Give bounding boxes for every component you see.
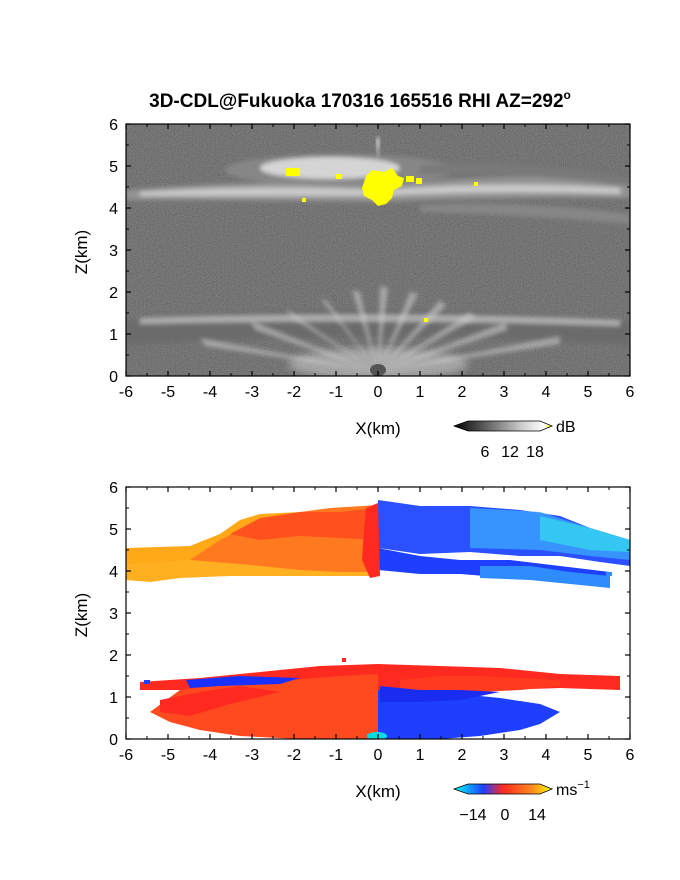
x-tick-label: -2 [287,747,301,764]
x-tick-label: 3 [500,747,509,764]
y-tick-label: 4 [109,564,118,581]
x-tick-label: 1 [416,384,425,401]
x-tick-label: 2 [458,747,467,764]
x-tick-label: 2 [458,384,467,401]
velocity-colorbar-tick-max: 14 [528,807,546,824]
intensity-colorbar-tick-12: 12 [501,444,519,461]
velocity-axis-ticks: -6 -5 -4 -3 -2 -1 0 1 2 3 4 5 6 0 1 2 3 4 5 6 [109,480,634,764]
intensity-colorbar: dB 6 12 18 [452,419,576,461]
saturated-core [286,168,478,322]
velocity-colorbar-unit: ms−1 [556,779,590,799]
y-tick-label: 3 [109,606,118,623]
y-tick-label: 2 [109,648,118,665]
x-tick-label: -4 [203,747,217,764]
y-tick-label: 4 [109,201,118,218]
y-tick-label: 1 [109,327,118,344]
x-tick-label: -5 [161,747,175,764]
y-tick-label: 3 [109,243,118,260]
velocity-field [126,487,630,739]
y-tick-label: 0 [109,732,118,749]
y-tick-label: 5 [109,522,118,539]
intensity-field [126,124,630,376]
velocity-colorbar: ms−1 −14 0 14 [452,779,590,824]
x-tick-label: 4 [542,384,551,401]
velocity-xlabel: X(km) [355,782,400,801]
x-tick-label: 0 [374,747,383,764]
intensity-colorbar-unit: dB [556,419,576,436]
velocity-colorbar-tick-zero: 0 [501,807,510,824]
y-tick-label: 5 [109,159,118,176]
x-tick-label: -6 [119,747,133,764]
x-tick-label: 6 [626,384,635,401]
velocity-panel: -6 -5 -4 -3 -2 -1 0 1 2 3 4 5 6 0 1 2 3 4 5 6 X(km) Z(km) m… [72,480,635,824]
intensity-xlabel: X(km) [355,419,400,438]
intensity-colorbar-tick-6: 6 [481,444,490,461]
velocity-ylabel: Z(km) [72,593,91,637]
x-tick-label: -3 [245,747,259,764]
x-tick-label: 1 [416,747,425,764]
y-tick-label: 1 [109,690,118,707]
x-tick-label: -4 [203,384,217,401]
intensity-axis-ticks: -6 -5 -4 -3 -2 -1 0 1 2 3 4 5 6 0 1 2 3 4 5 6 [109,117,634,401]
x-tick-label: 0 [374,384,383,401]
intensity-colorbar-tick-18: 18 [526,444,544,461]
x-tick-label: -3 [245,384,259,401]
y-tick-label: 0 [109,369,118,386]
y-tick-label: 6 [109,480,118,497]
x-tick-label: 3 [500,384,509,401]
y-tick-label: 6 [109,117,118,134]
x-tick-label: -1 [329,747,343,764]
velocity-colorbar-tick-min: −14 [459,807,486,824]
x-tick-label: 6 [626,747,635,764]
x-tick-label: 5 [584,747,593,764]
x-tick-label: -5 [161,384,175,401]
intensity-ylabel: Z(km) [72,230,91,274]
x-tick-label: -2 [287,384,301,401]
x-tick-label: -6 [119,384,133,401]
figure-title: 3D-CDL@Fukuoka 170316 165516 RHI AZ=292o [149,88,571,112]
y-tick-label: 2 [109,285,118,302]
x-tick-label: 4 [542,747,551,764]
x-tick-label: -1 [329,384,343,401]
x-tick-label: 5 [584,384,593,401]
